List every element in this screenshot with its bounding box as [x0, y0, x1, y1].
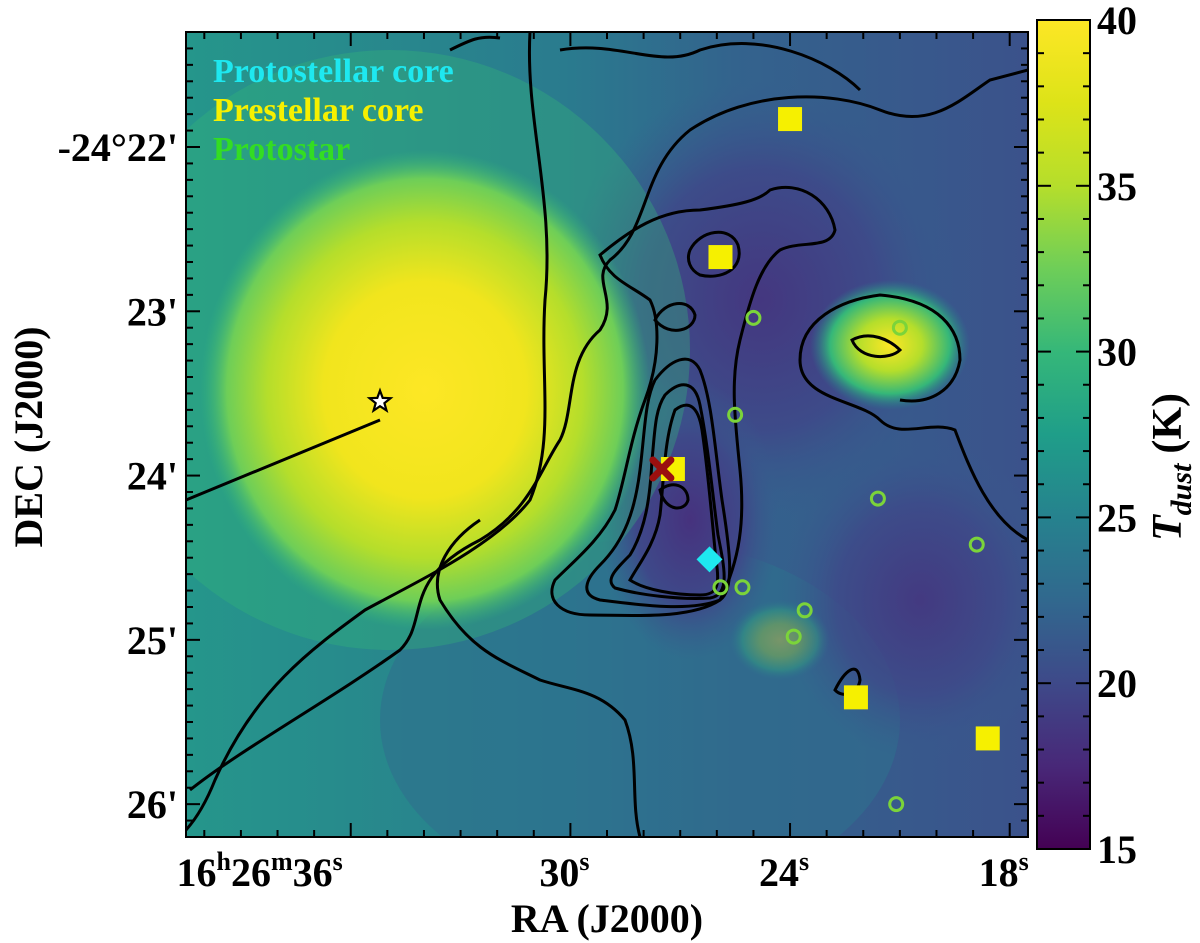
- prestellar-core-markers: [660, 107, 1000, 751]
- protostar-marker: [891, 319, 908, 336]
- protostar-marker: [796, 602, 813, 619]
- star-marker: [366, 387, 394, 414]
- prestellar-core-marker: [843, 685, 868, 710]
- protostar-marker: [712, 579, 729, 596]
- colorbar-gradient: [1036, 19, 1091, 850]
- temperature-map: Protostellar core Prestellar core Protos…: [186, 32, 1028, 837]
- cross-marker: [649, 456, 675, 482]
- colorbar-tick-label: 25: [1097, 495, 1137, 540]
- x-tick-label: 24s: [759, 847, 809, 895]
- protostar-marker: [745, 309, 762, 326]
- x-axis-label: RA (J2000): [511, 896, 703, 941]
- colorbar-label-unit: (K): [1145, 393, 1191, 454]
- legend-entry-protostellar-core: Protostellar core: [213, 53, 454, 90]
- colorbar-tick-label: 40: [1097, 0, 1137, 43]
- prestellar-core-marker: [975, 726, 1000, 751]
- colorbar-label-sub: dust: [1165, 462, 1198, 515]
- y-axis-label: DEC (J2000): [6, 326, 51, 547]
- y-tick-label: 25': [127, 618, 178, 663]
- x-tick-label: 18s: [979, 847, 1029, 895]
- colorbar-ticks: 15 20 25 30 35 40: [1037, 0, 1137, 872]
- prestellar-core-marker: [708, 245, 733, 270]
- protostar-marker: [869, 490, 886, 507]
- colorbar-tick-label: 15: [1097, 827, 1137, 872]
- y-tick-label: 26': [127, 782, 178, 827]
- prestellar-core-marker: [778, 107, 803, 132]
- legend-entry-protostar: Protostar: [213, 131, 350, 168]
- protostar-marker: [968, 536, 985, 553]
- colorbar-tick-label: 20: [1097, 661, 1137, 706]
- protostar-marker: [785, 628, 802, 645]
- protostar-markers: [712, 309, 985, 813]
- svg-text:Tdust(K): Tdust (K): [1145, 393, 1198, 541]
- colorbar-label-main: T: [1145, 513, 1191, 541]
- y-tick-label: -24°22': [58, 125, 178, 170]
- colorbar-label: Tdust (K): [1145, 393, 1198, 541]
- x-tick-label: 16h26m36s: [176, 847, 342, 895]
- legend: Protostellar core Prestellar core Protos…: [213, 53, 454, 168]
- x-tick-label: 30s: [539, 847, 589, 895]
- legend-entry-prestellar-core: Prestellar core: [213, 92, 424, 129]
- protostellar-core-marker: [696, 546, 723, 573]
- colorbar: 15 20 25 30 35 40 Tdust (K): [1036, 0, 1198, 872]
- colorbar-tick-label: 30: [1097, 330, 1137, 375]
- x-axis-ticks: 16h26m36s 30s 24s 18s: [176, 32, 1029, 895]
- protostar-marker: [734, 579, 751, 596]
- protostar-marker: [727, 406, 744, 423]
- y-axis-ticks: -24°22' 23' 24' 25' 26': [58, 47, 1028, 827]
- protostellar-core-markers: [696, 546, 723, 573]
- protostar-marker: [888, 796, 905, 813]
- special-markers: [366, 387, 675, 482]
- y-tick-label: 23': [127, 289, 178, 334]
- y-tick-label: 24': [127, 454, 178, 499]
- colorbar-tick-label: 35: [1097, 164, 1137, 209]
